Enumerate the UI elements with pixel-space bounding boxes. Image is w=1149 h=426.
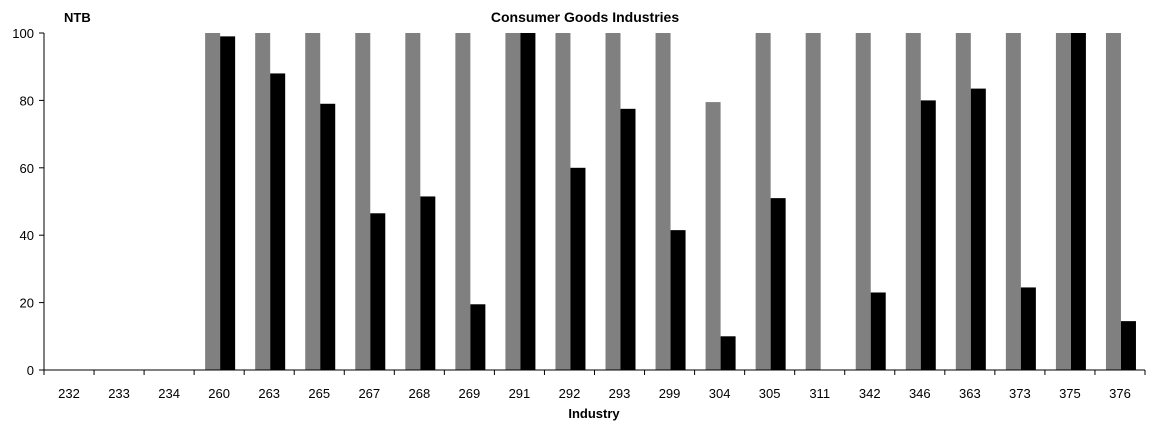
x-tick-label: 293 [609, 386, 631, 401]
y-axis-label: NTB [64, 10, 91, 25]
x-tick-label: 346 [909, 386, 931, 401]
x-tick-label: 269 [459, 386, 481, 401]
x-tick-label: 363 [959, 386, 981, 401]
x-tick-label: 305 [759, 386, 781, 401]
bar-series2-373 [1020, 287, 1036, 370]
x-tick-label: 304 [709, 386, 731, 401]
bar-series1-376 [1105, 33, 1121, 370]
bar-series1-291 [505, 33, 521, 370]
y-tick-label: 20 [20, 296, 34, 311]
y-tick-label: 80 [20, 93, 34, 108]
bar-series2-346 [920, 100, 936, 371]
x-tick-label: 263 [258, 386, 280, 401]
bar-series1-299 [655, 33, 671, 370]
x-axis: 232 233 234 260 263 265 267 268 269 291 292 293 299 3… [43, 369, 1146, 401]
bar-series2-299 [670, 230, 686, 370]
bar-series1-293 [605, 33, 621, 370]
bar-series2-265 [320, 103, 336, 371]
bar-series2-375 [1070, 33, 1086, 370]
bar-series1-292 [555, 33, 571, 370]
x-tick-label: 232 [58, 386, 80, 401]
x-tick-label: 234 [158, 386, 180, 401]
bar-series2-260 [220, 36, 236, 371]
x-tick-label: 291 [509, 386, 531, 401]
y-axis: 0 20 40 60 80 100 [12, 26, 45, 378]
y-tick-label: 0 [27, 363, 34, 378]
x-tick-label: 265 [308, 386, 330, 401]
bar-series1-269 [455, 33, 471, 370]
bar-series2-291 [520, 33, 536, 370]
y-tick-label: 40 [20, 228, 34, 243]
bar-series2-293 [620, 108, 636, 370]
bar-series1-373 [1005, 33, 1021, 370]
x-tick-label: 268 [408, 386, 430, 401]
x-tick-label: 375 [1059, 386, 1081, 401]
bar-series2-342 [870, 292, 886, 370]
bar-series1-267 [355, 33, 371, 370]
y-tick-label: 100 [12, 26, 34, 41]
bar-series2-263 [270, 73, 286, 370]
bar-series1-363 [955, 33, 971, 370]
bar-series1-260 [205, 33, 221, 370]
x-tick-label: 292 [559, 386, 581, 401]
bar-series1-375 [1055, 33, 1071, 370]
bar-series2-376 [1120, 321, 1136, 370]
bar-series1-265 [305, 33, 321, 370]
y-tick-label: 60 [20, 161, 34, 176]
x-tick-label: 342 [859, 386, 881, 401]
x-tick-label: 311 [809, 386, 830, 401]
chart-title: Consumer Goods Industries [491, 9, 679, 25]
x-tick-label: 299 [659, 386, 681, 401]
x-tick-label: 233 [108, 386, 130, 401]
x-tick-label: 267 [358, 386, 380, 401]
x-tick-label: 260 [208, 386, 230, 401]
bar-series2-292 [570, 167, 586, 370]
x-axis-label: Industry [568, 406, 620, 421]
bar-series1-304 [705, 102, 721, 371]
bars-group [205, 33, 1136, 371]
bar-series1-305 [755, 33, 771, 370]
bar-series1-263 [255, 33, 271, 370]
bar-series2-269 [470, 304, 486, 370]
bar-series1-342 [855, 33, 871, 370]
bar-series2-268 [420, 196, 436, 370]
bar-series1-346 [905, 33, 921, 370]
bar-series2-305 [770, 198, 786, 370]
bar-series1-311 [805, 33, 821, 370]
bar-series2-267 [370, 213, 386, 370]
bar-series2-304 [720, 336, 736, 370]
x-tick-label: 373 [1009, 386, 1031, 401]
bar-series2-363 [970, 88, 986, 370]
bar-series1-268 [405, 33, 421, 370]
x-tick-label: 376 [1109, 386, 1131, 401]
